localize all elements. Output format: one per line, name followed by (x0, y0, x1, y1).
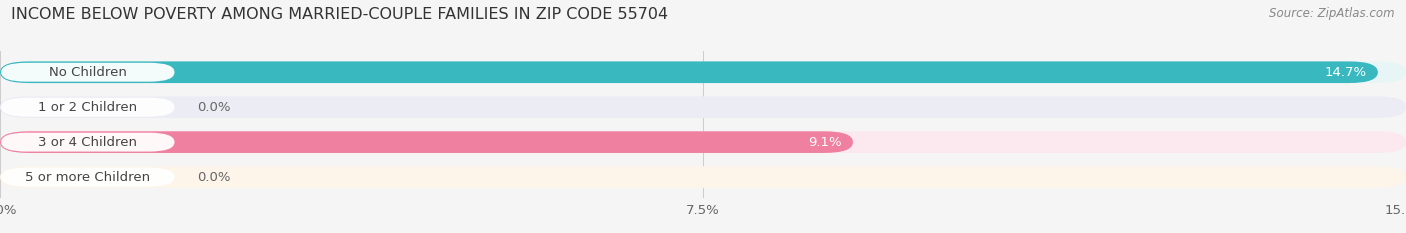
Text: 0.0%: 0.0% (197, 171, 231, 184)
Text: 5 or more Children: 5 or more Children (25, 171, 150, 184)
Text: INCOME BELOW POVERTY AMONG MARRIED-COUPLE FAMILIES IN ZIP CODE 55704: INCOME BELOW POVERTY AMONG MARRIED-COUPL… (11, 7, 668, 22)
FancyBboxPatch shape (1, 168, 174, 186)
FancyBboxPatch shape (0, 96, 1406, 118)
Text: 14.7%: 14.7% (1324, 66, 1367, 79)
Text: 0.0%: 0.0% (197, 101, 231, 114)
Text: 3 or 4 Children: 3 or 4 Children (38, 136, 138, 149)
FancyBboxPatch shape (0, 131, 853, 153)
Text: 9.1%: 9.1% (808, 136, 842, 149)
FancyBboxPatch shape (0, 166, 1406, 188)
FancyBboxPatch shape (0, 61, 1378, 83)
FancyBboxPatch shape (0, 61, 1406, 83)
FancyBboxPatch shape (0, 131, 1406, 153)
FancyBboxPatch shape (1, 63, 174, 82)
FancyBboxPatch shape (1, 98, 174, 116)
Text: No Children: No Children (49, 66, 127, 79)
Text: 1 or 2 Children: 1 or 2 Children (38, 101, 138, 114)
Text: Source: ZipAtlas.com: Source: ZipAtlas.com (1270, 7, 1395, 20)
FancyBboxPatch shape (1, 133, 174, 151)
